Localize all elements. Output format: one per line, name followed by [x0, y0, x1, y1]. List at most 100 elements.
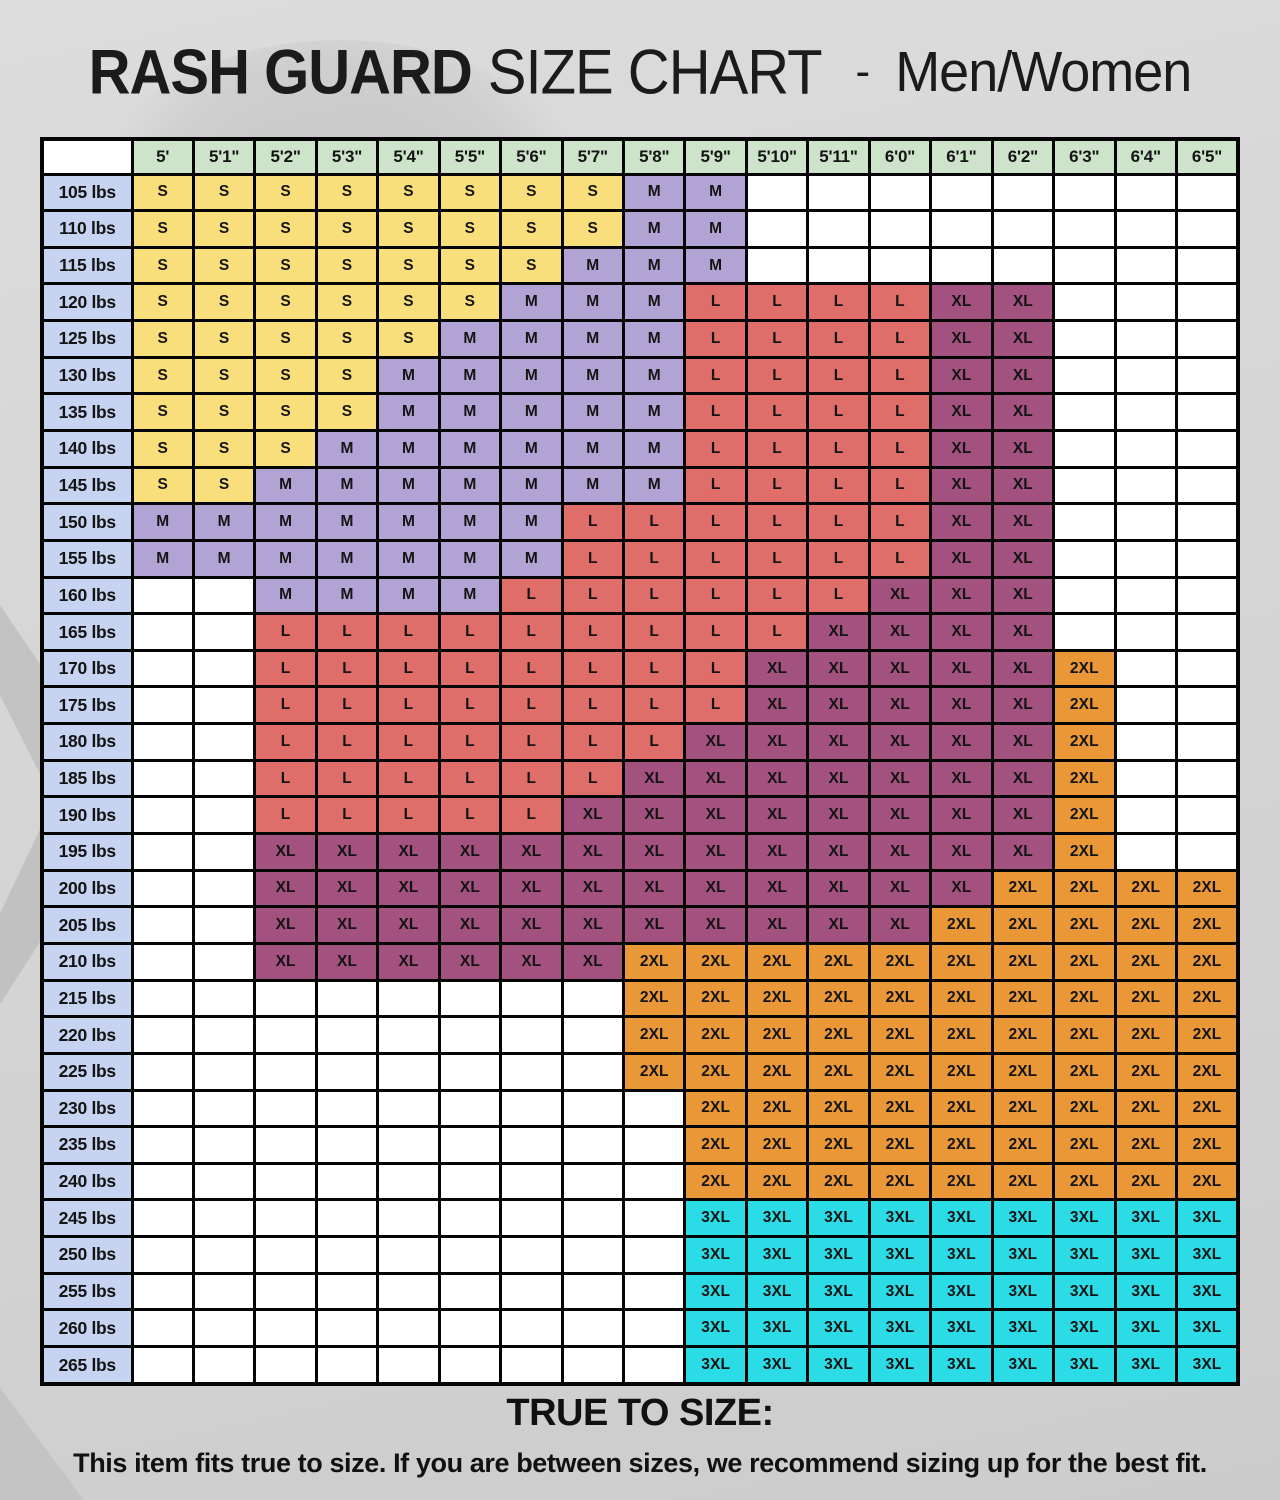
empty-cell — [1174, 465, 1240, 506]
size-cell: L — [621, 612, 687, 652]
height-column-header: 6'0" — [867, 137, 933, 176]
size-cell: S — [253, 209, 318, 249]
table-row: 265 lbs 3XL 3XL 3XL 3XL 3XL 3XL 3XL 3XL 3XL — [40, 1345, 1240, 1386]
empty-cell — [191, 1125, 257, 1165]
size-cell: XL — [867, 795, 933, 836]
title-audience: Men/Women — [895, 40, 1192, 104]
empty-cell — [437, 1125, 503, 1165]
size-cell: S — [253, 392, 318, 432]
size-cell: XL — [314, 905, 380, 945]
size-cell: 3XL — [867, 1308, 933, 1348]
size-cell: XL — [683, 905, 748, 945]
size-cell: XL — [867, 868, 933, 909]
size-cell: 3XL — [1113, 1235, 1178, 1275]
empty-cell — [253, 1125, 318, 1165]
size-cell: 3XL — [990, 1345, 1056, 1386]
weight-row-header: 110 lbs — [40, 209, 134, 249]
empty-cell — [253, 1088, 318, 1129]
size-cell: 2XL — [1174, 1088, 1240, 1129]
size-cell: XL — [437, 832, 503, 872]
weight-row-header: 195 lbs — [40, 832, 134, 872]
size-cell: XL — [929, 392, 994, 432]
size-cell: M — [621, 355, 687, 396]
size-cell: S — [191, 282, 257, 323]
table-row: 165 lbs L L L L L L L L L XL XL XL XL — [40, 612, 1240, 652]
size-cell: M — [560, 465, 626, 506]
size-cell: 2XL — [929, 978, 994, 1019]
size-cell: XL — [929, 648, 994, 689]
table-row: 140 lbs S S S M M M M M M L L L L XL XL — [40, 428, 1240, 469]
size-cell: S — [191, 355, 257, 396]
size-cell: XL — [929, 722, 994, 762]
size-cell: L — [560, 612, 626, 652]
empty-cell — [499, 1235, 564, 1275]
size-cell: S — [499, 245, 564, 286]
size-cell: XL — [806, 685, 871, 726]
weight-row-header: 265 lbs — [40, 1345, 134, 1386]
size-cell: XL — [929, 832, 994, 872]
size-cell: XL — [744, 722, 810, 762]
weight-row-header: 225 lbs — [40, 1051, 134, 1092]
empty-cell — [1052, 392, 1117, 432]
size-cell: XL — [253, 905, 318, 945]
empty-cell — [806, 245, 871, 286]
size-cell: L — [744, 355, 810, 396]
size-cell: 2XL — [1174, 905, 1240, 945]
size-cell: XL — [253, 941, 318, 982]
size-cell: M — [437, 392, 503, 432]
empty-cell — [1174, 282, 1240, 323]
size-cell: M — [376, 392, 441, 432]
size-cell: 2XL — [1174, 868, 1240, 909]
title-separator: - — [855, 47, 871, 96]
size-cell: S — [437, 172, 503, 213]
table-row: 240 lbs 2XL 2XL 2XL 2XL 2XL 2XL 2XL 2XL 2XL — [40, 1161, 1240, 1202]
empty-cell — [560, 1271, 626, 1312]
empty-cell — [130, 575, 195, 616]
size-cell: 2XL — [990, 941, 1056, 982]
size-cell: 2XL — [867, 1088, 933, 1129]
size-cell: M — [499, 502, 564, 542]
size-cell: 3XL — [1052, 1235, 1117, 1275]
size-cell: 2XL — [990, 1051, 1056, 1092]
size-cell: 2XL — [1174, 1015, 1240, 1055]
size-cell: L — [437, 612, 503, 652]
size-cell: L — [437, 758, 503, 799]
empty-cell — [130, 1235, 195, 1275]
empty-cell — [130, 612, 195, 652]
size-cell: M — [621, 245, 687, 286]
size-cell: 2XL — [1052, 1161, 1117, 1202]
size-cell: M — [499, 538, 564, 579]
size-cell: XL — [867, 832, 933, 872]
size-cell: XL — [744, 868, 810, 909]
empty-cell — [130, 1051, 195, 1092]
empty-cell — [191, 795, 257, 836]
size-cell: 2XL — [683, 1051, 748, 1092]
size-cell: XL — [990, 832, 1056, 872]
size-cell: 2XL — [929, 1125, 994, 1165]
size-cell: 3XL — [744, 1271, 810, 1312]
size-cell: S — [130, 172, 195, 213]
size-cell: 3XL — [1052, 1345, 1117, 1386]
weight-row-header: 205 lbs — [40, 905, 134, 945]
size-cell: S — [253, 282, 318, 323]
weight-row-header: 120 lbs — [40, 282, 134, 323]
weight-row-header: 155 lbs — [40, 538, 134, 579]
height-column-header: 6'1" — [929, 137, 994, 176]
size-cell: S — [191, 428, 257, 469]
size-cell: S — [314, 282, 380, 323]
weight-row-header: 150 lbs — [40, 502, 134, 542]
empty-cell — [437, 1051, 503, 1092]
table-row: 250 lbs 3XL 3XL 3XL 3XL 3XL 3XL 3XL 3XL 3XL — [40, 1235, 1240, 1275]
empty-cell — [437, 1015, 503, 1055]
empty-cell — [1113, 795, 1178, 836]
empty-cell — [1113, 575, 1178, 616]
size-cell: M — [560, 428, 626, 469]
size-cell: 3XL — [806, 1271, 871, 1312]
size-cell: 3XL — [1052, 1198, 1117, 1239]
size-cell: L — [376, 648, 441, 689]
size-cell: 2XL — [929, 941, 994, 982]
size-cell: XL — [499, 941, 564, 982]
empty-cell — [621, 1198, 687, 1239]
size-cell: L — [314, 685, 380, 726]
weight-row-header: 115 lbs — [40, 245, 134, 286]
